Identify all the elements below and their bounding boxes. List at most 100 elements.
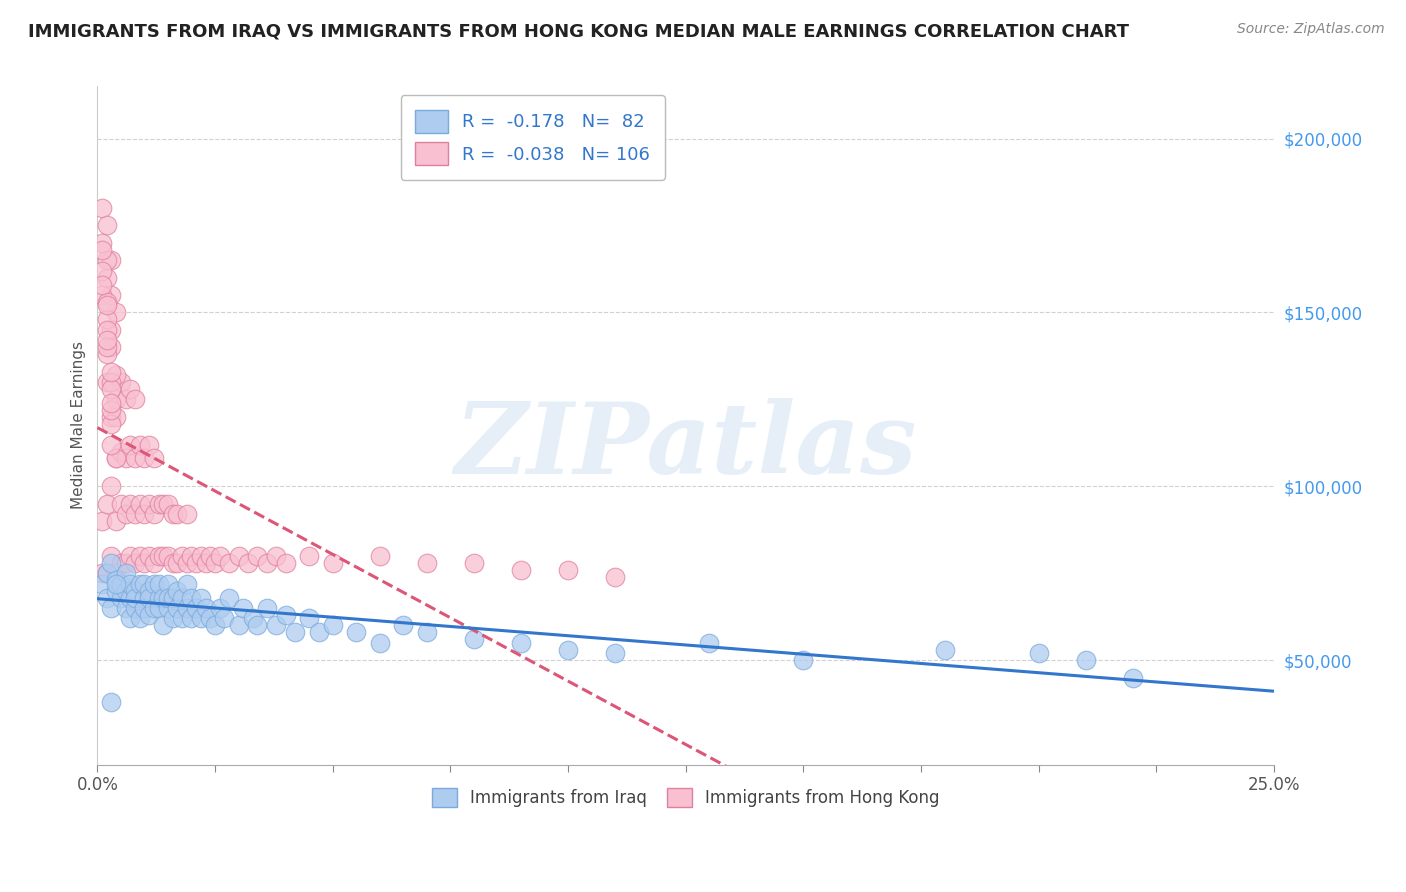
Text: ZIPatlas: ZIPatlas	[454, 398, 917, 494]
Point	[91, 514, 114, 528]
Point	[190, 549, 212, 563]
Point	[170, 611, 193, 625]
Point	[416, 556, 439, 570]
Point	[128, 437, 150, 451]
Point	[105, 451, 128, 466]
Point	[114, 601, 136, 615]
Point	[142, 507, 165, 521]
Point	[100, 382, 122, 396]
Point	[1074, 653, 1097, 667]
Point	[162, 556, 184, 570]
Point	[166, 507, 188, 521]
Point	[100, 375, 122, 389]
Y-axis label: Median Male Earnings: Median Male Earnings	[72, 342, 86, 509]
Point	[91, 576, 114, 591]
Point	[105, 514, 128, 528]
Point	[91, 201, 114, 215]
Point	[114, 392, 136, 407]
Point	[142, 601, 165, 615]
Point	[156, 576, 179, 591]
Point	[156, 497, 179, 511]
Point	[368, 549, 391, 563]
Point	[162, 591, 184, 605]
Point	[194, 601, 217, 615]
Point	[603, 646, 626, 660]
Point	[148, 497, 170, 511]
Point	[120, 497, 142, 511]
Point	[180, 611, 202, 625]
Point	[142, 451, 165, 466]
Point	[134, 451, 156, 466]
Point	[148, 601, 170, 615]
Point	[148, 576, 170, 591]
Point	[162, 611, 184, 625]
Point	[134, 576, 156, 591]
Point	[138, 549, 160, 563]
Point	[124, 556, 146, 570]
Point	[96, 497, 118, 511]
Point	[105, 573, 128, 587]
Point	[284, 625, 307, 640]
Point	[214, 611, 236, 625]
Point	[204, 556, 226, 570]
Point	[138, 607, 160, 622]
Point	[256, 556, 278, 570]
Point	[128, 549, 150, 563]
Point	[105, 305, 128, 319]
Point	[91, 263, 114, 277]
Point	[208, 601, 231, 615]
Point	[110, 556, 132, 570]
Point	[176, 556, 198, 570]
Point	[124, 583, 146, 598]
Point	[557, 642, 579, 657]
Point	[392, 618, 415, 632]
Point	[96, 323, 118, 337]
Point	[96, 333, 118, 347]
Point	[246, 618, 269, 632]
Point	[96, 270, 118, 285]
Point	[110, 591, 132, 605]
Point	[100, 340, 122, 354]
Point	[134, 556, 156, 570]
Point	[138, 437, 160, 451]
Point	[246, 549, 269, 563]
Point	[134, 601, 156, 615]
Point	[697, 636, 720, 650]
Point	[114, 507, 136, 521]
Point	[91, 235, 114, 250]
Point	[110, 375, 132, 389]
Point	[124, 591, 146, 605]
Point	[557, 563, 579, 577]
Point	[100, 365, 122, 379]
Point	[274, 556, 297, 570]
Point	[96, 566, 118, 581]
Point	[91, 288, 114, 302]
Point	[236, 556, 259, 570]
Point	[100, 323, 122, 337]
Point	[96, 253, 118, 268]
Point	[176, 576, 198, 591]
Point	[128, 576, 150, 591]
Point	[96, 591, 118, 605]
Point	[100, 479, 122, 493]
Point	[91, 277, 114, 292]
Point	[510, 636, 533, 650]
Point	[934, 642, 956, 657]
Point	[274, 607, 297, 622]
Point	[138, 583, 160, 598]
Point	[96, 219, 118, 233]
Point	[156, 591, 179, 605]
Point	[176, 507, 198, 521]
Point	[156, 549, 179, 563]
Point	[368, 636, 391, 650]
Point	[162, 507, 184, 521]
Point	[100, 556, 122, 570]
Point	[96, 347, 118, 361]
Point	[105, 451, 128, 466]
Point	[105, 566, 128, 581]
Point	[298, 549, 321, 563]
Point	[242, 611, 264, 625]
Point	[100, 417, 122, 431]
Point	[148, 591, 170, 605]
Point	[96, 312, 118, 326]
